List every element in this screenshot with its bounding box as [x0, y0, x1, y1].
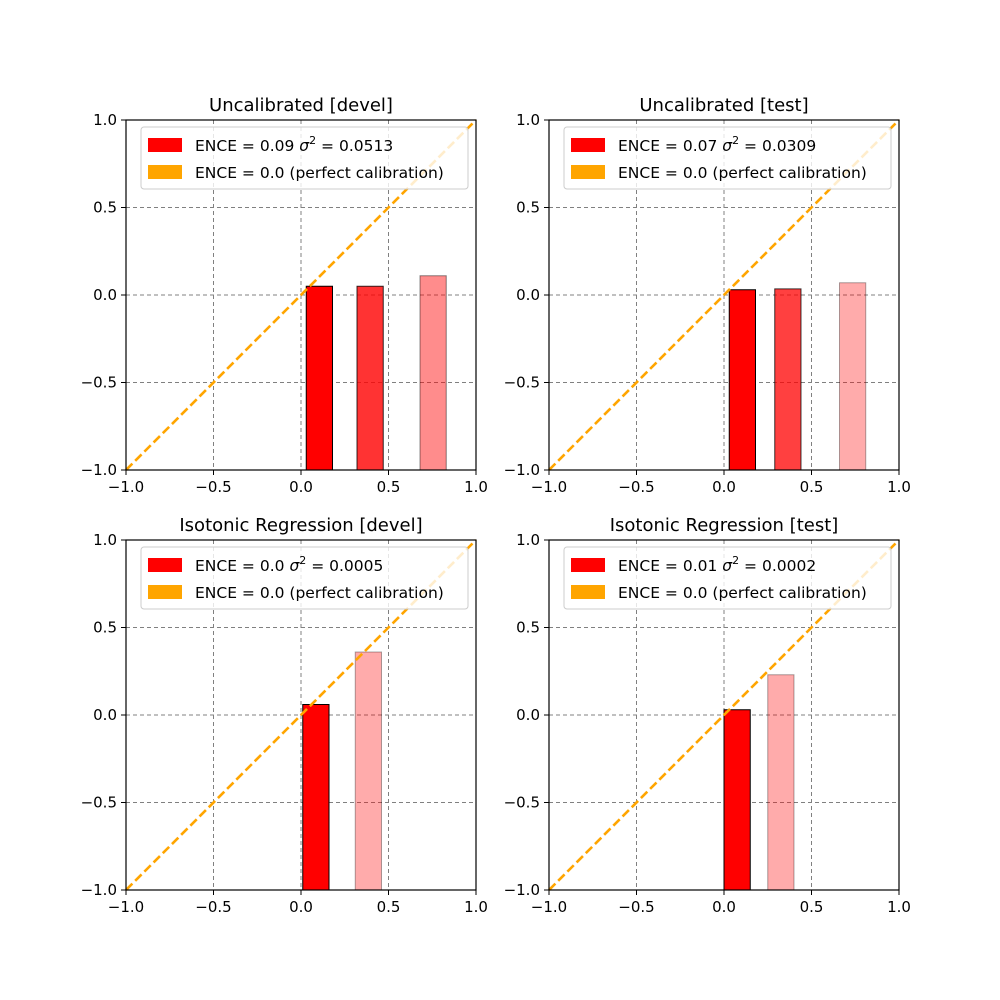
legend: ENCE = 0.01 σ2 = 0.0002 ENCE = 0.0 (perfe…	[563, 546, 892, 610]
x-tick-label: −0.5	[195, 898, 231, 916]
x-tick-label: −1.0	[531, 898, 567, 916]
y-tick-label: 0.5	[516, 619, 540, 637]
y-tick-label: 0.0	[93, 286, 117, 304]
x-tick-label: 1.0	[887, 478, 911, 496]
x-tick-label: 0.5	[377, 478, 401, 496]
legend-label: ENCE = 0.09 σ2 = 0.0513	[195, 134, 393, 155]
x-tick-label: −1.0	[531, 478, 567, 496]
legend-label: ENCE = 0.0 (perfect calibration)	[195, 584, 444, 602]
subplot-3: −1.0−1.0 −0.5 −0.5 0.0 0.0 0.5 0.5 1.0 1.0 Isoton…	[81, 515, 488, 916]
y-tick-label: 0.0	[516, 706, 540, 724]
x-tick-label: 1.0	[464, 898, 488, 916]
x-tick-label: −0.5	[618, 478, 654, 496]
x-tick-label: 0.0	[289, 898, 313, 916]
legend-swatch	[571, 138, 605, 152]
subplot-1: −1.0−1.0 −0.5 −0.5 0.0 0.0 0.5 0.5 1.0 1.0 Uncali…	[81, 95, 488, 496]
subplot-title: Uncalibrated [devel]	[209, 95, 393, 116]
legend: ENCE = 0.0 σ2 = 0.0005 ENCE = 0.0 (perfec…	[140, 546, 469, 610]
y-tick-label: −1.0	[504, 461, 540, 479]
legend-swatch	[571, 585, 605, 599]
legend-label: ENCE = 0.0 (perfect calibration)	[618, 584, 867, 602]
legend-label: ENCE = 0.01 σ2 = 0.0002	[618, 554, 816, 575]
bar	[774, 288, 802, 471]
y-tick-label: 0.5	[93, 619, 117, 637]
y-tick-label: 0.0	[516, 286, 540, 304]
x-tick-label: 0.0	[712, 898, 736, 916]
legend: ENCE = 0.09 σ2 = 0.0513 ENCE = 0.0 (perfe…	[140, 126, 469, 190]
x-tick-label: 0.5	[800, 898, 824, 916]
legend-box	[563, 126, 892, 190]
subplot-title: Uncalibrated [test]	[639, 95, 808, 116]
y-tick-label: 0.5	[516, 199, 540, 217]
legend-box	[563, 546, 892, 610]
perfect-calibration-line	[125, 539, 477, 891]
x-tick-label: 0.0	[289, 478, 313, 496]
y-tick-label: 1.0	[93, 531, 117, 549]
x-tick-label: −0.5	[195, 478, 231, 496]
legend-swatch	[571, 165, 605, 179]
bar	[419, 275, 447, 471]
y-tick-label: −1.0	[504, 881, 540, 899]
bar	[302, 704, 330, 891]
x-tick-label: −1.0	[108, 478, 144, 496]
y-tick-label: −1.0	[81, 461, 117, 479]
legend-label: ENCE = 0.07 σ2 = 0.0309	[618, 134, 816, 155]
legend-swatch	[148, 165, 182, 179]
x-tick-label: −1.0	[108, 898, 144, 916]
bar	[839, 282, 867, 471]
y-tick-label: −0.5	[81, 374, 117, 392]
subplot-title: Isotonic Regression [devel]	[179, 515, 422, 536]
bar	[767, 674, 795, 891]
subplot-4: −1.0−1.0 −0.5 −0.5 0.0 0.0 0.5 0.5 1.0 1.0 Isoton…	[504, 515, 911, 916]
legend-label: ENCE = 0.0 (perfect calibration)	[195, 164, 444, 182]
y-tick-label: −1.0	[81, 881, 117, 899]
legend-label: ENCE = 0.0 (perfect calibration)	[618, 164, 867, 182]
x-tick-label: 1.0	[887, 898, 911, 916]
y-tick-label: 1.0	[93, 111, 117, 129]
perfect-calibration-line	[548, 119, 900, 471]
legend-swatch	[148, 138, 182, 152]
y-tick-label: −0.5	[504, 374, 540, 392]
bar	[728, 289, 756, 471]
legend: ENCE = 0.07 σ2 = 0.0309 ENCE = 0.0 (perfe…	[563, 126, 892, 190]
subplot-2: −1.0−1.0 −0.5 −0.5 0.0 0.0 0.5 0.5 1.0 1.0 Uncali…	[504, 95, 911, 496]
subplot-title: Isotonic Regression [test]	[610, 515, 839, 536]
y-tick-label: 0.0	[93, 706, 117, 724]
bar	[723, 709, 751, 891]
legend-swatch	[148, 558, 182, 572]
y-tick-label: 1.0	[516, 531, 540, 549]
legend-swatch	[148, 585, 182, 599]
bar	[356, 285, 384, 471]
perfect-calibration-line	[548, 539, 900, 891]
x-tick-label: 0.0	[712, 478, 736, 496]
x-tick-label: 0.5	[377, 898, 401, 916]
legend-swatch	[571, 558, 605, 572]
perfect-calibration-line	[125, 119, 477, 471]
legend-box	[140, 126, 469, 190]
x-tick-label: 0.5	[800, 478, 824, 496]
legend-label: ENCE = 0.0 σ2 = 0.0005	[195, 554, 383, 575]
legend-box	[140, 546, 469, 610]
y-tick-label: 0.5	[93, 199, 117, 217]
y-tick-label: 1.0	[516, 111, 540, 129]
y-tick-label: −0.5	[81, 794, 117, 812]
bar	[305, 285, 333, 471]
x-tick-label: −0.5	[618, 898, 654, 916]
bar	[354, 651, 382, 891]
y-tick-label: −0.5	[504, 794, 540, 812]
x-tick-label: 1.0	[464, 478, 488, 496]
